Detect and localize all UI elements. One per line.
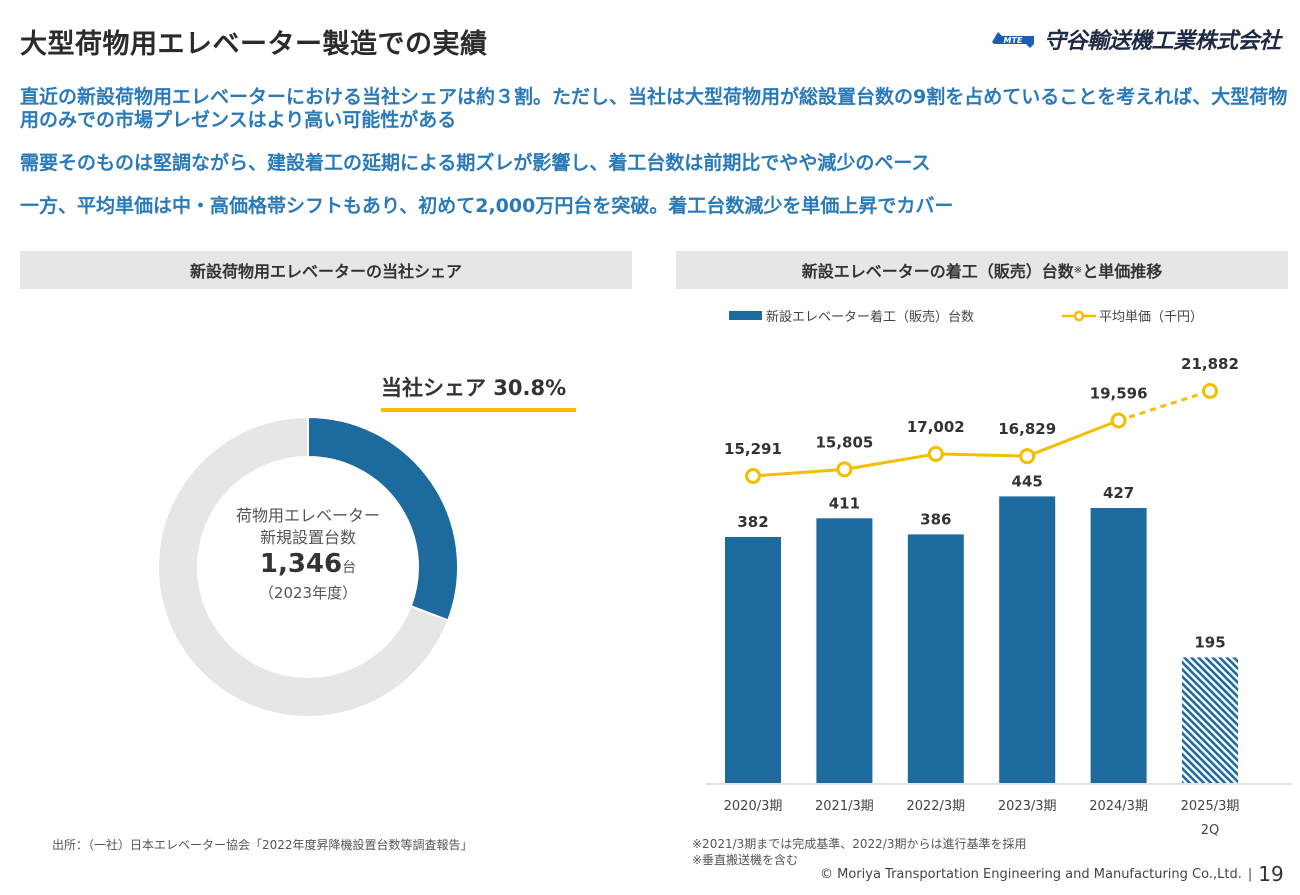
donut-center-year: （2023年度）	[258, 584, 358, 602]
sales-price-combo-chart: 382 2020/3期 411 2021/3期 386 2022/3期 445 2023/3期…	[706, 355, 1292, 838]
donut-center-value-row: 1,346台	[208, 549, 408, 583]
bar-value-label: 411	[829, 494, 860, 512]
source-note: 出所：（一社）日本エレベーター協会「2022年度昇降機設置台数等調査報告」	[52, 838, 473, 852]
price-point	[836, 461, 853, 478]
legend-line-marker-icon	[1062, 310, 1096, 321]
x-tick-label: 2020/3期	[724, 799, 783, 814]
price-value-label: 15,291	[724, 440, 782, 458]
sales-header-mark: ※	[1073, 264, 1083, 276]
share-donut-chart	[157, 415, 459, 718]
bar-4	[999, 496, 1056, 783]
x-tick-label: 2025/3期	[1181, 799, 1240, 814]
sales-panel-header: 新設エレベーターの着工（販売）台数 ※ と単価推移	[676, 251, 1288, 289]
mte-logo-icon: MTE	[992, 32, 1034, 48]
bar-value-label: 386	[920, 510, 951, 528]
x-tick-label: 2023/3期	[998, 799, 1057, 814]
legend-bar-swatch-icon	[729, 311, 762, 320]
message-demand: 需要そのものは堅調ながら、建設着工の延期による期ズレが影響し、着工台数は前期比で…	[20, 152, 931, 174]
chart-note-scope: ※垂直搬送機を含む	[692, 853, 799, 867]
bar-3	[907, 534, 964, 783]
donut-center-label: 荷物用エレベーター 新規設置台数 1,346台 （2023年度）	[208, 505, 408, 603]
x-tick-label: 2021/3期	[815, 799, 874, 814]
x-tick-label: 2024/3期	[1089, 799, 1148, 814]
donut-center-line1: 荷物用エレベーター	[235, 506, 380, 525]
page-number: 19	[1258, 862, 1284, 886]
price-line-segment	[844, 452, 937, 471]
share-label: 当社シェア 30.8%	[381, 376, 567, 400]
message-unit-price: 一方、平均単価は中・高価格帯シフトもあり、初めて2,000万円台を突破。着工台数…	[20, 195, 954, 217]
legend-item-units: 新設エレベーター着工（販売）台数	[729, 306, 974, 325]
copyright: © Moriya Transportation Engineering and …	[820, 866, 1242, 882]
price-value-label: 21,882	[1181, 355, 1239, 373]
bar-value-label: 445	[1012, 472, 1043, 490]
price-point	[745, 468, 761, 484]
legend-price-label: 平均単価（千円）	[1099, 310, 1204, 325]
price-value-label: 15,805	[815, 433, 873, 451]
price-line-segment	[1026, 419, 1120, 458]
footer: © Moriya Transportation Engineering and …	[820, 862, 1284, 886]
bar-value-label: 195	[1194, 633, 1225, 651]
donut-center-value: 1,346	[259, 549, 343, 579]
donut-slice-others	[157, 415, 450, 718]
price-value-label: 16,829	[998, 420, 1056, 438]
price-value-label: 19,596	[1090, 384, 1148, 402]
bar-2	[816, 518, 873, 783]
donut-center-line2: 新規設置台数	[259, 528, 356, 547]
sales-header-tail: と単価推移	[1082, 262, 1163, 281]
footer-separator: |	[1247, 866, 1253, 882]
price-value-label: 17,002	[907, 418, 965, 436]
price-line-segment-forecast	[1118, 389, 1211, 422]
share-panel-header: 新設荷物用エレベーターの当社シェア	[20, 251, 632, 289]
price-point	[1019, 448, 1036, 465]
donut-center-unit: 台	[342, 560, 357, 576]
company-name: 守谷輸送機工業株式会社	[1044, 29, 1281, 54]
logo-mark-text: MTE	[1004, 36, 1023, 45]
price-line-segment	[935, 452, 1028, 458]
bar-value-label: 427	[1103, 484, 1134, 502]
company-logo: MTE 守谷輸送機工業株式会社	[990, 24, 1281, 54]
share-label-underline	[381, 408, 576, 412]
x-tick-label: 2022/3期	[906, 799, 965, 814]
message-market-share: 直近の新設荷物用エレベーターにおける当社シェアは約３割。ただし、当社は大型荷物用…	[20, 86, 1288, 131]
x-tick-sublabel: 2Q	[1201, 823, 1220, 838]
price-point	[927, 445, 944, 462]
legend-units-label: 新設エレベーター着工（販売）台数	[766, 310, 975, 325]
bar-6	[1182, 657, 1238, 783]
sales-header-text: 新設エレベーターの着工（販売）台数	[801, 262, 1074, 281]
chart-note-basis: ※2021/3期までは完成基準、2022/3期からは進行基準を採用	[692, 837, 1027, 851]
bar-1	[725, 536, 781, 783]
price-point	[1202, 383, 1218, 399]
bar-5	[1090, 508, 1147, 783]
bar-value-label: 382	[737, 513, 768, 531]
page-title: 大型荷物用エレベーター製造での実績	[20, 29, 488, 60]
price-point	[1110, 412, 1127, 429]
legend-item-price: 平均単価（千円）	[1062, 306, 1203, 325]
price-line-segment	[752, 467, 845, 478]
